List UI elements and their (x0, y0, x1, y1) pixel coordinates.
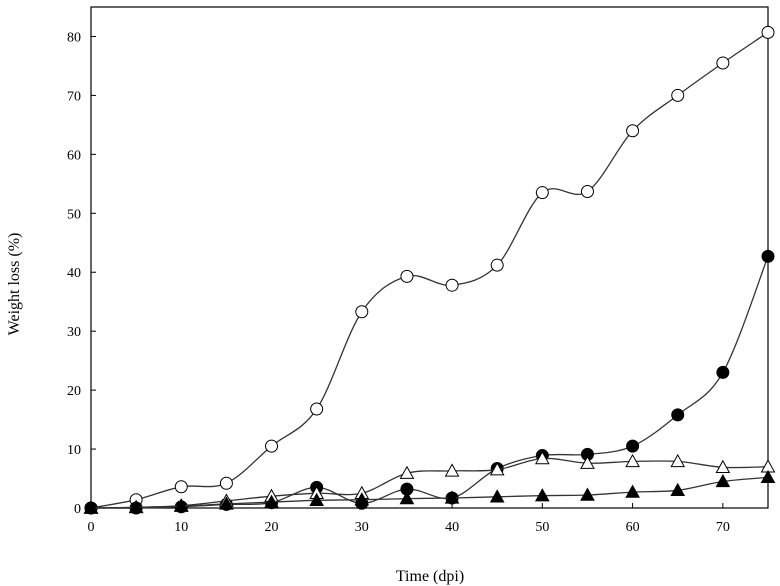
data-point (716, 365, 730, 379)
data-point (264, 494, 279, 508)
x-axis: 0 10 20 30 40 50 60 70 (88, 503, 730, 535)
data-point (534, 450, 550, 465)
y-tick-label: 70 (67, 89, 81, 104)
data-point (354, 492, 370, 506)
data-point (128, 499, 144, 514)
plot-frame (90, 6, 769, 509)
y-tick-label: 10 (67, 443, 81, 458)
x-tick-label: 0 (88, 520, 95, 535)
data-point (219, 476, 233, 490)
data-point (625, 484, 640, 498)
y-tick-label: 20 (67, 384, 81, 399)
data-point (761, 25, 775, 39)
series-triangle-filled (83, 469, 776, 514)
data-point (445, 278, 459, 292)
data-point (489, 462, 505, 476)
y-tick-label: 80 (67, 30, 81, 45)
series-circle-open (84, 25, 775, 515)
data-point (535, 186, 549, 200)
data-point (83, 500, 99, 514)
x-tick-label: 60 (626, 520, 640, 535)
data-point (174, 480, 188, 494)
data-point (400, 269, 414, 283)
x-tick-label: 70 (716, 520, 730, 535)
data-point (626, 124, 640, 138)
data-point (489, 489, 505, 503)
y-tick-label: 0 (74, 502, 81, 517)
data-point (309, 492, 325, 507)
data-point (173, 498, 189, 512)
x-tick-label: 40 (445, 520, 459, 535)
plot-border (90, 6, 769, 509)
data-point (580, 455, 595, 469)
data-point (626, 439, 640, 453)
series-line (90, 31, 769, 509)
data-point (670, 482, 686, 497)
data-point (671, 88, 685, 102)
series-line (90, 457, 769, 509)
series-circle-filled (84, 249, 775, 515)
data-point (444, 490, 460, 504)
x-tick-label: 50 (535, 520, 549, 535)
y-axis: 0 10 20 30 40 50 60 70 80 (67, 30, 96, 517)
series-line (90, 476, 769, 509)
y-tick-label: 50 (67, 207, 81, 222)
series-triangle-open (83, 450, 776, 514)
x-tick-label: 20 (265, 520, 279, 535)
y-tick-label: 30 (67, 325, 81, 340)
data-point (580, 487, 595, 501)
y-tick-label: 40 (67, 266, 81, 281)
data-point (219, 496, 234, 510)
x-tick-label: 30 (355, 520, 369, 535)
x-tick-label: 10 (174, 520, 188, 535)
x-axis-title: Time (dpi) (396, 568, 464, 585)
data-point (716, 56, 730, 70)
data-point (580, 184, 594, 198)
y-tick-label: 60 (67, 148, 81, 163)
data-point (534, 488, 550, 502)
data-point (399, 465, 415, 479)
data-point (670, 453, 686, 468)
data-point (490, 258, 504, 272)
data-point (355, 305, 369, 319)
data-point (310, 402, 324, 416)
data-point (399, 491, 415, 505)
data-point (625, 453, 640, 468)
data-point (715, 459, 731, 474)
data-point (761, 249, 775, 263)
data-point (444, 463, 460, 477)
y-axis-title: Weight loss (%) (6, 233, 23, 336)
data-point (265, 439, 279, 453)
data-point (760, 469, 776, 484)
data-point (671, 408, 685, 422)
data-point (715, 473, 731, 488)
series-layer (83, 25, 776, 515)
